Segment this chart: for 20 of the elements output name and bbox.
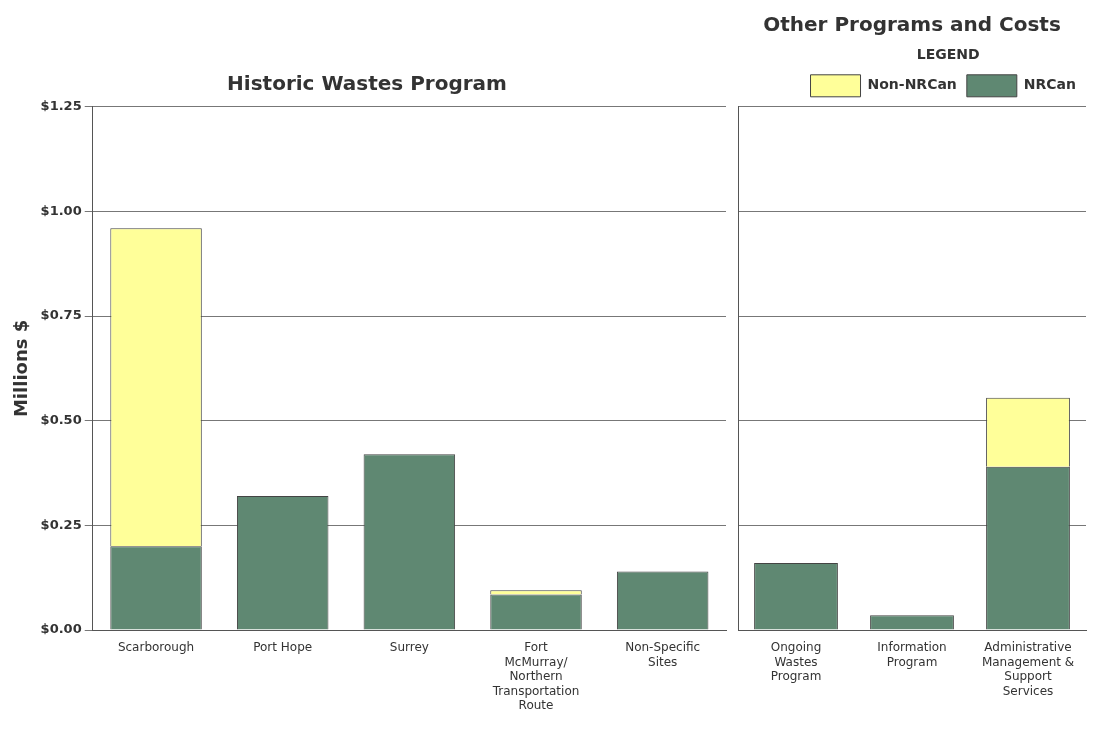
x-tick-label: Information Program bbox=[877, 640, 947, 669]
x-tick-label: Non-Specific Sites bbox=[625, 640, 701, 669]
y-tick-label: $0.00 bbox=[40, 621, 82, 637]
x-tick-label: Port Hope bbox=[253, 640, 313, 655]
y-tick-label: $0.50 bbox=[40, 412, 82, 428]
y-tick-label: $1.25 bbox=[40, 98, 82, 114]
legend-label: Non-NRCan bbox=[867, 76, 957, 93]
legend-title: LEGEND bbox=[916, 45, 980, 62]
y-tick-label: $0.75 bbox=[40, 307, 82, 323]
legend-label: NRCan bbox=[1023, 76, 1076, 93]
x-tick-label: Ongoing Wastes Program bbox=[770, 640, 822, 684]
chart-title: Other Programs and Costs bbox=[763, 12, 1061, 37]
x-tick-label: Fort McMurray/ Northern Transportation Route bbox=[491, 640, 580, 712]
x-tick-label: Surrey bbox=[389, 640, 429, 655]
y-tick-label: $1.00 bbox=[40, 202, 82, 218]
y-axis-title: Millions $ bbox=[10, 319, 32, 418]
y-tick-label: $0.25 bbox=[40, 516, 82, 532]
x-tick-label: Scarborough bbox=[117, 640, 195, 655]
x-tick-label: Administrative Management & Support Services bbox=[981, 640, 1075, 698]
chart-title: Historic Wastes Program bbox=[227, 71, 507, 95]
